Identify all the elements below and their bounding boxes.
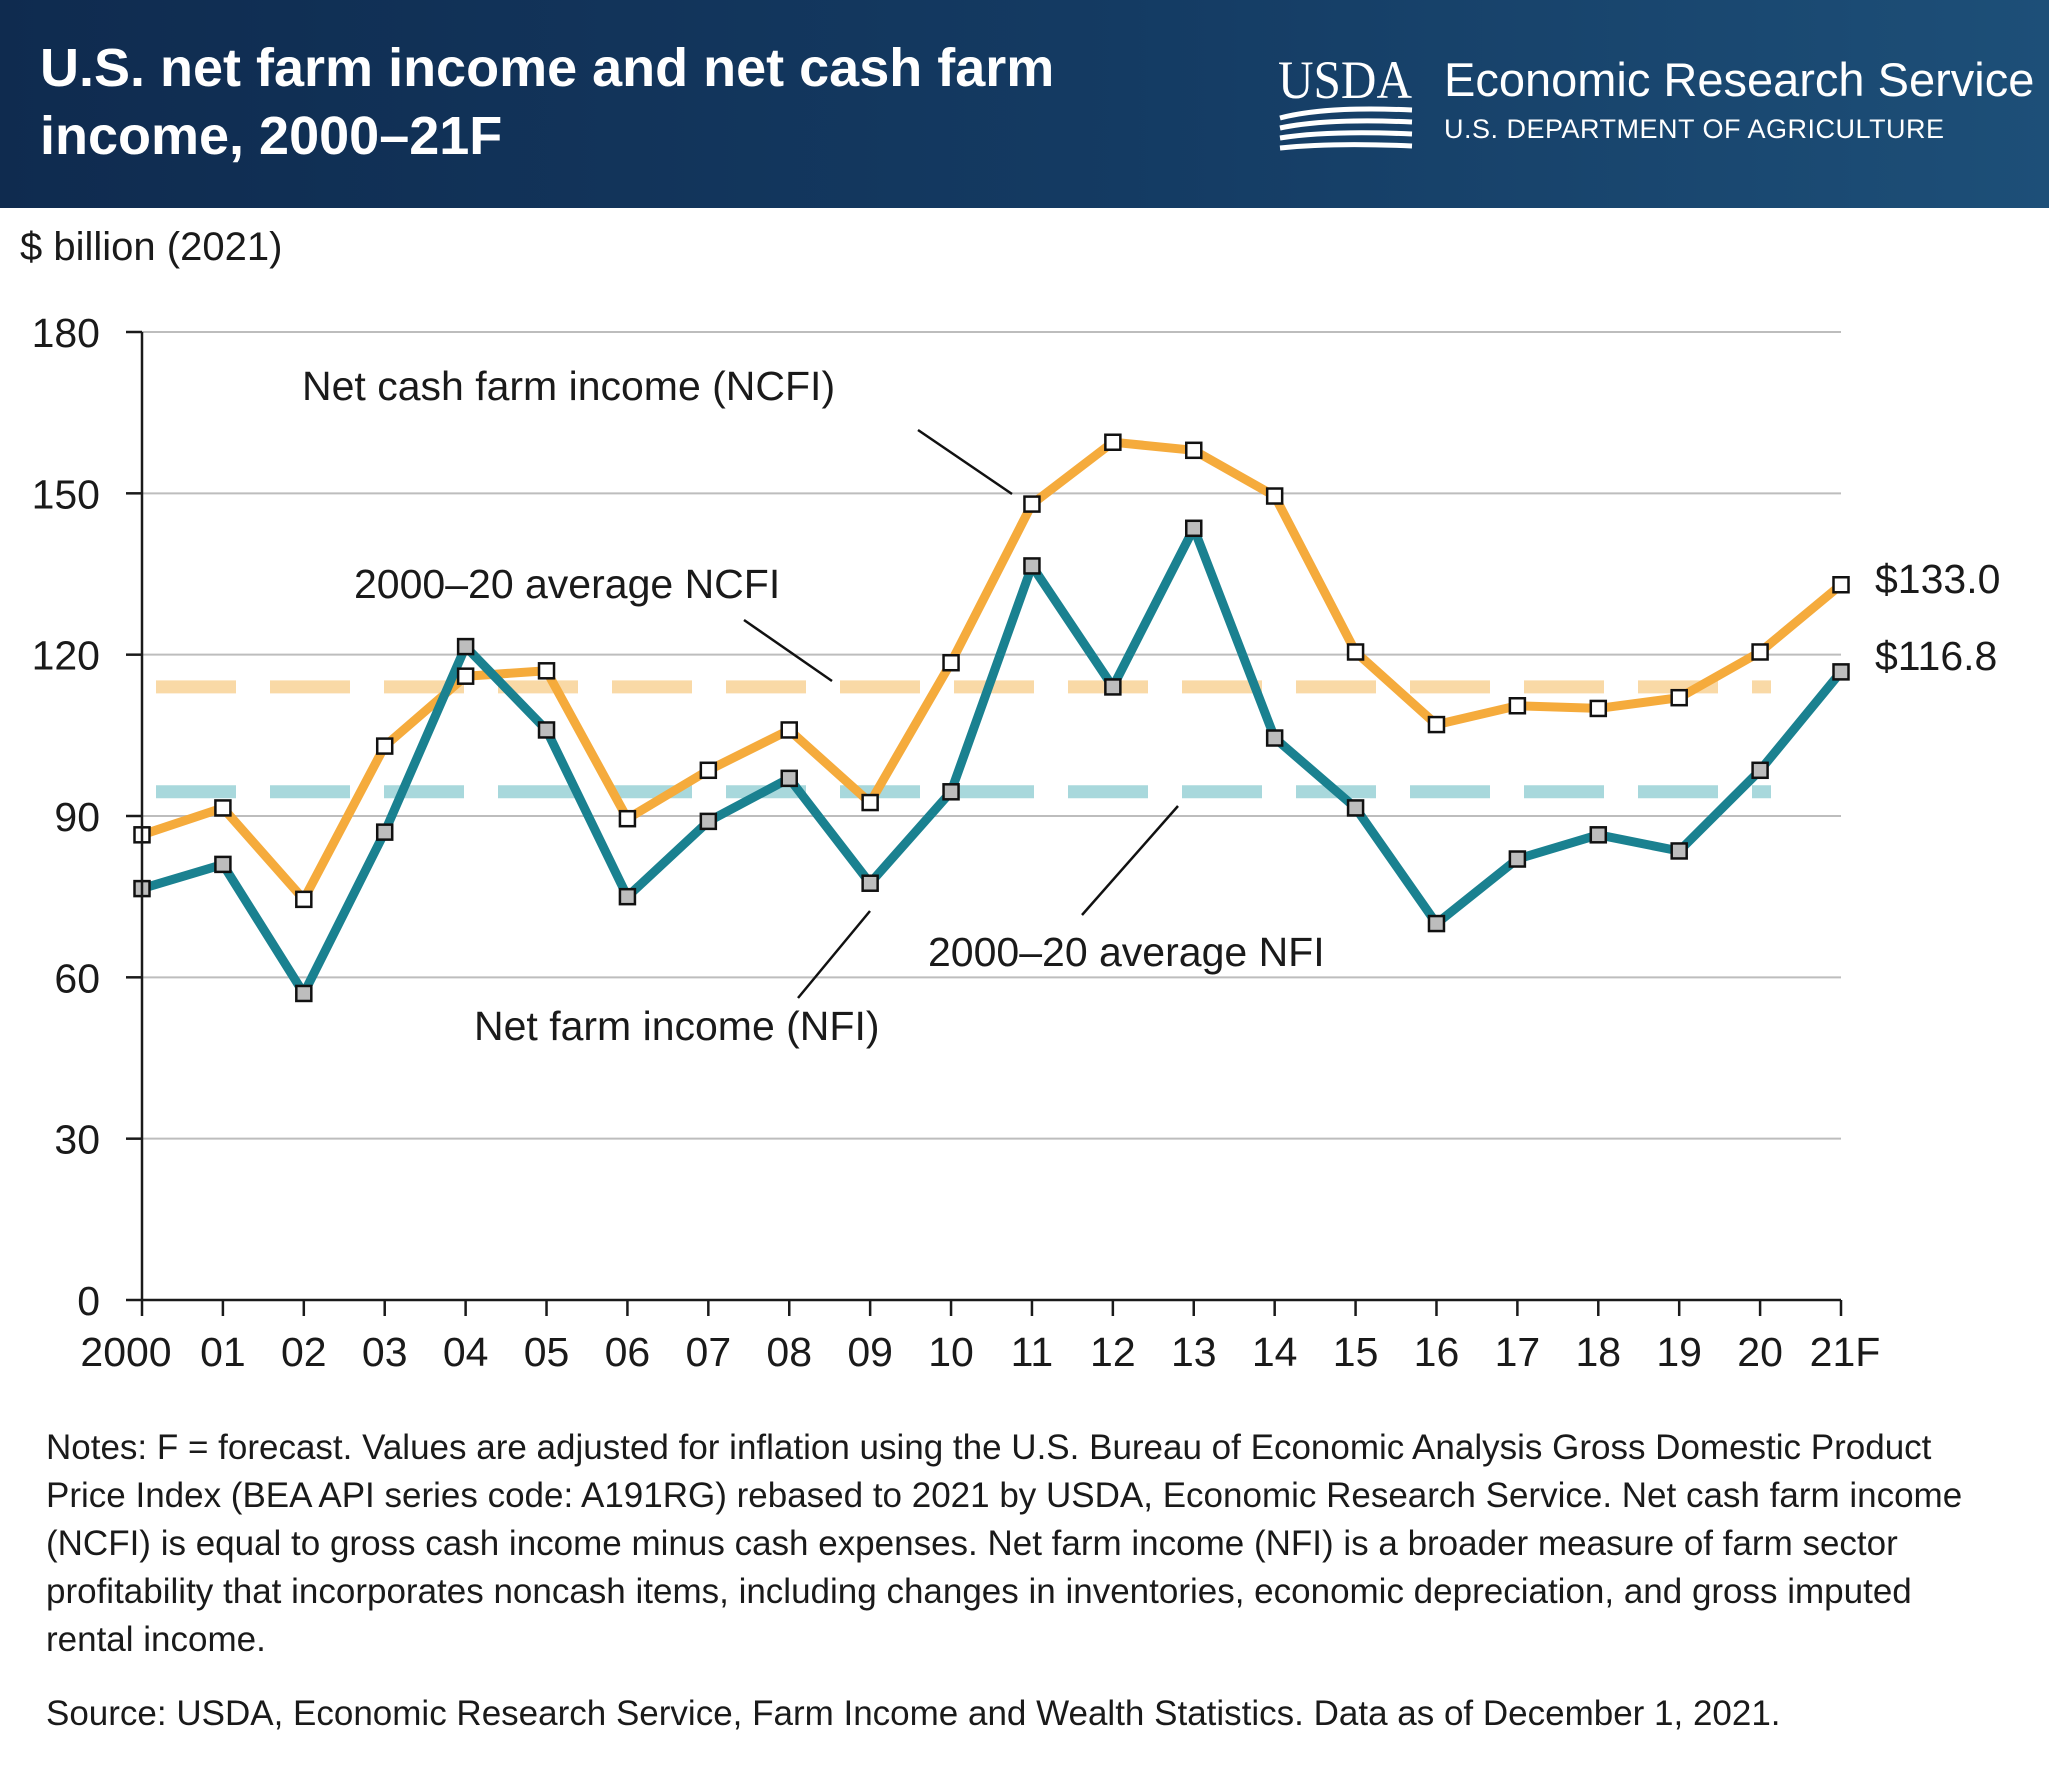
- usda-logo-text: USDA: [1278, 52, 1412, 110]
- nfi-point: [1508, 850, 1527, 868]
- source-note: Source: USDA, Economic Research Service,…: [46, 1694, 1781, 1733]
- y-tick-label: 0: [77, 1278, 100, 1324]
- ncfi-point: [456, 667, 475, 685]
- x-tick-label: 12: [1090, 1329, 1136, 1375]
- line-chart: 0 30 60 90 120 150 180 2000 01 02 03 04 05 06 07 08 09 10…: [20, 225, 2000, 1375]
- agency-name: Economic Research Service: [1444, 53, 2035, 106]
- y-tick-label: 180: [32, 310, 100, 356]
- ncfi-point: [1104, 433, 1122, 451]
- ncfi-point: [1023, 495, 1041, 513]
- ncfi-point: [942, 653, 960, 672]
- y-tick-label: 120: [32, 633, 100, 679]
- ncfi-point: [861, 793, 879, 812]
- nfi-end-value-label: $116.8: [1875, 633, 1997, 679]
- nfi-point: [1589, 826, 1608, 844]
- ncfi-series-line: [137, 437, 1846, 904]
- ncfi-point: [214, 799, 232, 817]
- ncfi-point: [618, 809, 637, 828]
- nfi-point: [1346, 799, 1365, 817]
- nfi-point: [1751, 761, 1769, 780]
- x-tick-label: 2000: [80, 1329, 171, 1375]
- ncfi-series-label: Net cash farm income (NCFI): [302, 363, 835, 409]
- nfi-point: [1427, 914, 1446, 933]
- department-name: U.S. DEPARTMENT OF AGRICULTURE: [1444, 114, 1945, 144]
- nfi-point: [214, 855, 232, 874]
- nfi-point: [375, 823, 394, 841]
- y-axis-title: $ billion (2021): [20, 225, 282, 269]
- x-tick-label: 19: [1656, 1329, 1702, 1375]
- ncfi-point: [375, 737, 394, 755]
- x-tick-label: 15: [1333, 1329, 1379, 1375]
- y-tick-label: 30: [54, 1117, 100, 1163]
- grid-layer: [142, 331, 1841, 1140]
- nfi-point: [1265, 729, 1284, 747]
- ncfi-average-label: 2000–20 average NCFI: [354, 561, 780, 607]
- annotations: $ billion (2021) Net cash farm income (NC…: [20, 225, 2000, 1049]
- x-tick-label: 05: [524, 1329, 570, 1375]
- x-tick-label: 16: [1414, 1329, 1460, 1375]
- nfi-series-label: Net farm income (NFI): [474, 1003, 880, 1049]
- x-tick-label: 06: [605, 1329, 651, 1375]
- ncfi-point: [1589, 699, 1608, 718]
- nfi-point: [699, 812, 718, 831]
- notes: Notes: F = forecast. Values are adjusted…: [46, 1428, 1963, 1659]
- x-tick-label: 18: [1575, 1329, 1621, 1375]
- ncfi-point: [1670, 688, 1688, 707]
- nfi-average-leader: [1081, 805, 1179, 916]
- header-banner: U.S. net farm income and net cash farm i…: [0, 0, 2049, 208]
- nfi-point: [1023, 557, 1041, 575]
- ncfi-point: [1185, 441, 1203, 460]
- x-tick-label: 13: [1171, 1329, 1217, 1375]
- nfi-average-label: 2000–20 average NFI: [928, 929, 1325, 975]
- nfi-point: [1670, 842, 1688, 860]
- ncfi-point: [1508, 697, 1527, 715]
- nfi-point: [618, 887, 637, 906]
- nfi-point: [1104, 678, 1122, 696]
- ncfi-point: [780, 721, 798, 739]
- ncfi-point: [1832, 576, 1850, 594]
- x-tick-label: 11: [1011, 1329, 1054, 1375]
- nfi-point: [1185, 519, 1203, 538]
- nfi-point: [1832, 663, 1850, 681]
- x-tick-label: 14: [1252, 1329, 1298, 1375]
- x-tick-label: 10: [928, 1329, 974, 1375]
- nfi-point: [942, 783, 960, 801]
- axes: 0 30 60 90 120 150 180 2000 01 02 03 04 05 06 07 08 09 10…: [32, 310, 1881, 1375]
- ncfi-point: [1346, 643, 1365, 661]
- ncfi-point: [295, 890, 313, 909]
- nfi-point: [295, 984, 313, 1003]
- ncfi-point: [1427, 715, 1446, 734]
- ncfi-end-value-label: $133.0: [1875, 556, 2000, 602]
- x-tick-label: 04: [443, 1329, 489, 1375]
- nfi-leader-line: [797, 910, 871, 999]
- nfi-point: [861, 874, 879, 892]
- nfi-series-line: [137, 523, 1846, 998]
- ncfi-point: [699, 761, 718, 780]
- x-tick-label: 21F: [1810, 1329, 1881, 1375]
- y-tick-label: 60: [54, 955, 100, 1001]
- y-tick-label: 90: [54, 794, 100, 840]
- x-tick-label: 09: [847, 1329, 893, 1375]
- series-layer: [133, 433, 1850, 1003]
- x-tick-label: 01: [200, 1329, 246, 1375]
- x-tick-label: 20: [1737, 1329, 1783, 1375]
- y-tick-label: 150: [32, 471, 100, 517]
- x-tick-label: 03: [362, 1329, 408, 1375]
- x-tick-label: 08: [766, 1329, 812, 1375]
- x-tick-label: 02: [281, 1329, 327, 1375]
- ncfi-point: [1265, 487, 1284, 505]
- ncfi-point: [1751, 643, 1769, 661]
- average-lines: [156, 680, 1771, 799]
- x-tick-label: 17: [1495, 1329, 1541, 1375]
- ncfi-leader-line: [917, 428, 1013, 496]
- ncfi-point: [537, 662, 556, 680]
- nfi-point: [537, 721, 556, 739]
- nfi-point: [456, 637, 475, 656]
- x-tick-label: 07: [686, 1329, 732, 1375]
- usda-logo: USDA: [1278, 52, 1413, 151]
- nfi-point: [780, 769, 798, 788]
- chart-title: U.S. net farm income and net cash farm i…: [40, 38, 1055, 166]
- ncfi-average-leader: [743, 618, 833, 683]
